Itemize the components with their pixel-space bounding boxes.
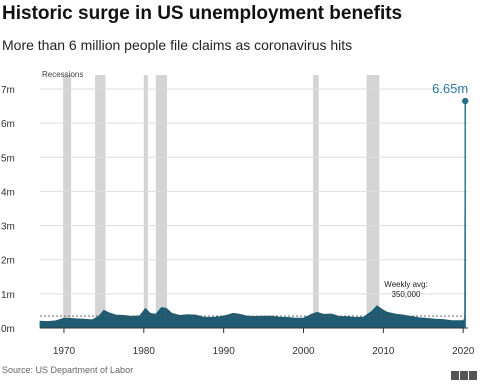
recession-band-0 xyxy=(63,75,72,328)
chart-subtitle: More than 6 million people file claims a… xyxy=(2,37,353,53)
x-tick-label: 1980 xyxy=(133,346,156,357)
y-tick-label: 6m xyxy=(1,119,15,130)
chart-title: Historic surge in US unemployment benefi… xyxy=(2,3,403,24)
x-tick-label: 2020 xyxy=(452,346,475,357)
claims-area-path xyxy=(39,100,466,329)
y-tick-label: 3m xyxy=(1,222,15,233)
recession-band-2 xyxy=(143,75,148,328)
y-tick-label: 4m xyxy=(1,187,15,198)
annotations: 6.65m Weekly avg:350,000 xyxy=(40,81,469,328)
peak-point xyxy=(462,97,469,105)
recession-band-4 xyxy=(313,75,319,328)
recession-bands: Recessions xyxy=(42,70,380,328)
x-tick-label: 2000 xyxy=(292,346,315,357)
y-tick-label: 5m xyxy=(1,153,15,164)
grid-lines xyxy=(40,88,468,329)
x-tick-label: 1990 xyxy=(213,346,236,357)
recession-band-5 xyxy=(366,75,380,328)
x-tick-label: 1970 xyxy=(53,346,76,357)
y-tick-label: 2m xyxy=(1,256,15,267)
y-axis-ticks: 0m 1m 2m 3m 4m 5m 6m 7m xyxy=(1,85,15,335)
source-note: Source: US Department of Labor xyxy=(2,365,134,375)
claims-area xyxy=(39,100,466,329)
unemployment-claims-chart: Recessions 0m 1m 2m 3m 4m 5m 6m 7m 1970 1980 1990… xyxy=(1,70,475,357)
recession-band-1 xyxy=(95,75,106,328)
y-tick-label: 0m xyxy=(1,324,15,335)
weekly-average-label: Weekly avg: xyxy=(384,280,427,289)
weekly-average-value: 350,000 xyxy=(392,290,421,299)
recession-label: Recessions xyxy=(42,70,83,79)
x-tick-label: 2010 xyxy=(372,346,395,357)
publisher-logo xyxy=(451,367,479,380)
peak-label: 6.65m xyxy=(432,81,468,96)
y-tick-label: 7m xyxy=(1,85,15,96)
x-axis-ticks: 1970 1980 1990 2000 2010 2020 xyxy=(40,327,475,357)
y-tick-label: 1m xyxy=(1,290,15,301)
recession-band-3 xyxy=(155,75,167,328)
